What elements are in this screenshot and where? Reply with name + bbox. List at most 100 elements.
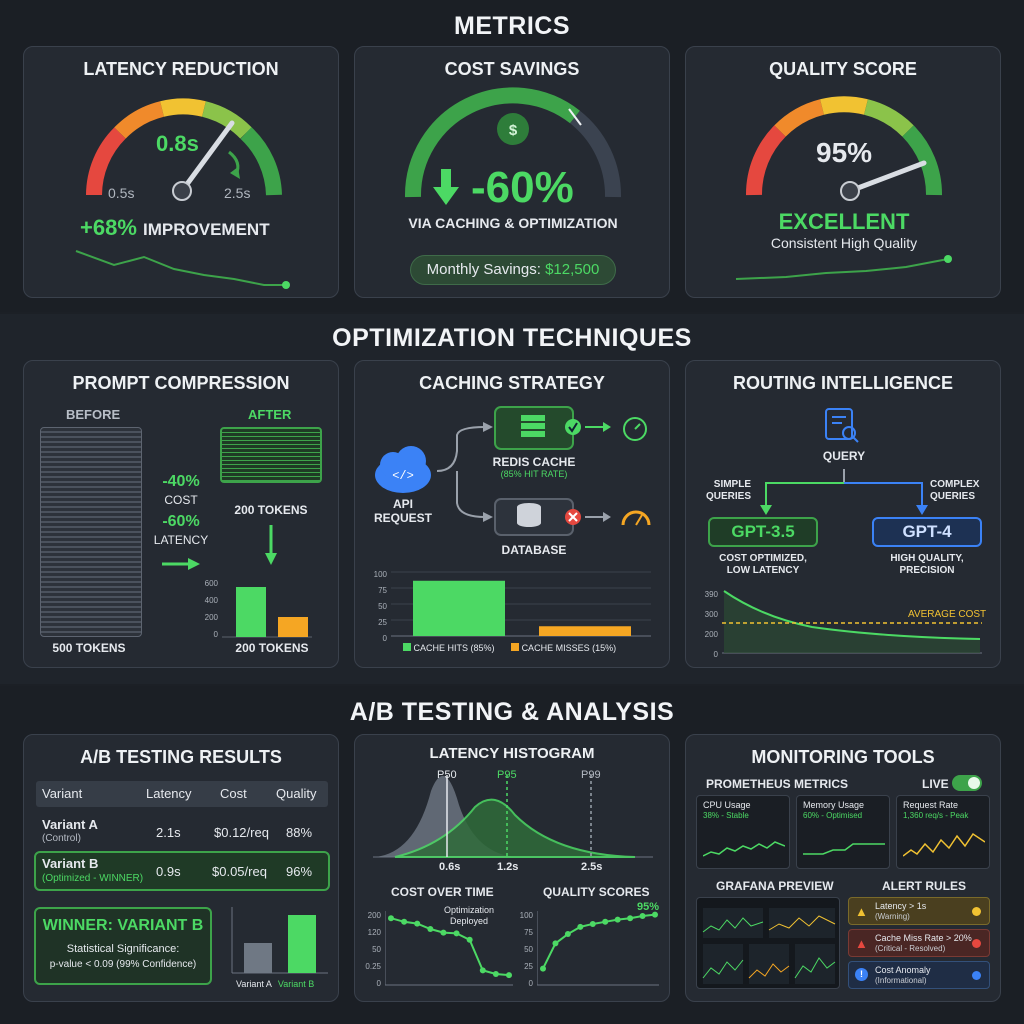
svg-text:$: $ [509, 122, 518, 139]
quality-rating: EXCELLENT [778, 209, 910, 234]
cost-title: COST SAVINGS [444, 59, 580, 79]
quality-value: 95% [816, 137, 873, 168]
header-quality: Quality [276, 786, 317, 801]
alert-cache-miss[interactable]: ▲ Cache Miss Rate > 20% (Critical - Reso… [848, 929, 990, 957]
caching-card: CACHING STRATEGY </> API REQUEST REDIS CA… [354, 360, 670, 668]
database-label: DATABASE [501, 543, 567, 557]
data-point [506, 972, 512, 979]
p-value-label: p-value < 0.09 (99% Confidence) [49, 959, 197, 970]
data-point [466, 936, 473, 943]
p99-label: P99 [581, 769, 601, 781]
cpu-usage-panel[interactable]: CPU Usage 38% - Stable [696, 795, 790, 869]
tick-25: 2.5s [581, 861, 603, 873]
qscores-axis: 100 75 50 25 0 [519, 911, 533, 988]
ab-table-header: Variant Latency Cost Quality [36, 781, 328, 807]
significance-label: Statistical Significance: [66, 943, 180, 955]
histogram-card: LATENCY HISTOGRAM P50 P95 P99 0.6s 1.2s … [354, 734, 670, 1002]
memory-panel-title: Memory Usage [803, 800, 865, 810]
prometheus-label: PROMETHEUS METRICS [706, 777, 849, 791]
alert-latency-dot [972, 907, 981, 916]
alert-cache-sub: (Critical - Resolved) [875, 944, 946, 953]
alert-cost-dot [972, 971, 981, 980]
cost-card: COST SAVINGS $ -60% VIA CACHING & OPTIMI… [354, 46, 670, 298]
monthly-savings-pill: Monthly Savings: $12,500 [410, 255, 616, 285]
bar-b-label: Variant B [277, 979, 315, 989]
data-point [552, 940, 559, 947]
table-row[interactable]: Variant B (Optimized - WINNER) 0.9s $0.0… [34, 851, 330, 891]
alert-latency[interactable]: ▲ Latency > 1s (Warning) [848, 897, 990, 925]
data-point [453, 930, 460, 937]
critical-icon: ▲ [855, 936, 868, 951]
prompt-bar-chart [222, 587, 312, 638]
quality-card: QUALITY SCORE 95% EXCELLENT Consistent H… [685, 46, 1001, 298]
data-point [401, 918, 408, 925]
data-point [614, 916, 621, 923]
before-tokens-footer: 500 TOKENS [52, 641, 126, 655]
bar-variant-b [288, 915, 316, 973]
live-label: LIVE [922, 777, 949, 791]
prompt-compression-card: PROMPT COMPRESSION BEFORE AFTER -40% COS… [23, 360, 339, 668]
data-point [388, 915, 394, 922]
row-a-quality: 88% [286, 825, 313, 840]
row-a-cost: $0.12/req [214, 825, 269, 840]
memory-usage-panel[interactable]: Memory Usage 60% - Optimised [796, 795, 890, 869]
data-point [589, 920, 596, 927]
simple-queries-label: SIMPLE QUERIES [706, 479, 752, 502]
data-point [440, 929, 447, 936]
latency-card: LATENCY REDUCTION 0.8s 0.5s 2.5s +68% IM… [23, 46, 339, 298]
live-toggle[interactable] [952, 775, 982, 791]
api-request-label: API REQUEST [373, 497, 432, 525]
p50-label: P50 [437, 769, 457, 781]
request-panel-sub: 1,360 req/s - Peak [903, 811, 969, 820]
row-a-sub: (Control) [42, 833, 81, 844]
gpt35-description: COST OPTIMIZED, LOW LATENCY [719, 553, 807, 576]
before-label: BEFORE [66, 407, 121, 422]
caching-bar-chart [391, 571, 651, 637]
data-point [602, 918, 609, 925]
prompt-arrows [162, 525, 277, 570]
latency-title: LATENCY REDUCTION [83, 59, 279, 79]
series-line [542, 913, 656, 970]
warning-icon: ▲ [855, 904, 868, 919]
before-text-block [40, 427, 142, 637]
ab-bar-chart [231, 907, 328, 974]
quality-scores-value: 95% [637, 901, 660, 913]
bar-before [236, 587, 266, 637]
header-latency: Latency [146, 786, 192, 801]
row-b-latency: 0.9s [156, 864, 181, 879]
latency-min: 0.5s [108, 185, 135, 201]
winner-label: WINNER: VARIANT B [42, 917, 204, 934]
table-row[interactable]: Variant A (Control) 2.1s $0.12/req 88% [36, 813, 328, 853]
request-rate-panel[interactable]: Request Rate 1,360 req/s - Peak [896, 795, 990, 869]
histogram-title: LATENCY HISTOGRAM [429, 745, 595, 762]
prompt-title: PROMPT COMPRESSION [72, 373, 290, 393]
data-point [427, 926, 434, 932]
monthly-savings-value: $12,500 [545, 261, 600, 278]
data-point [479, 967, 486, 974]
quality-title: QUALITY SCORE [769, 59, 917, 79]
winner-box: WINNER: VARIANT B Statistical Significan… [34, 907, 212, 985]
section-title-metrics: METRICS [454, 12, 570, 40]
request-panel-title: Request Rate [903, 800, 959, 810]
gpt4-model-box: GPT-4 [872, 517, 982, 547]
latency-improvement-label: IMPROVEMENT [143, 220, 270, 239]
routing-title: ROUTING INTELLIGENCE [733, 373, 953, 393]
after-label: AFTER [248, 407, 292, 422]
data-point [540, 965, 546, 972]
latency-improvement: +68% IMPROVEMENT [80, 215, 270, 241]
quality-subtitle: Consistent High Quality [770, 235, 918, 251]
cost-reduction-label: COST [164, 493, 198, 507]
header-cost: Cost [220, 786, 247, 801]
after-tokens: 200 TOKENS [234, 503, 308, 517]
info-icon: ! [855, 968, 868, 981]
latency-value: 0.8s [156, 131, 199, 156]
quality-gauge [735, 96, 952, 280]
caching-axis: 100 75 50 25 0 [373, 570, 387, 643]
routing-axis: 390 300 200 0 [704, 590, 718, 659]
cost-subtitle: VIA CACHING & OPTIMIZATION [408, 215, 618, 231]
average-cost-label: AVERAGE COST [908, 609, 987, 620]
alert-cost-anomaly[interactable]: ! Cost Anomaly (Informational) [848, 961, 990, 989]
grafana-preview[interactable] [696, 897, 840, 989]
cost-arc: $ [404, 87, 622, 205]
tick-12: 1.2s [497, 861, 519, 873]
